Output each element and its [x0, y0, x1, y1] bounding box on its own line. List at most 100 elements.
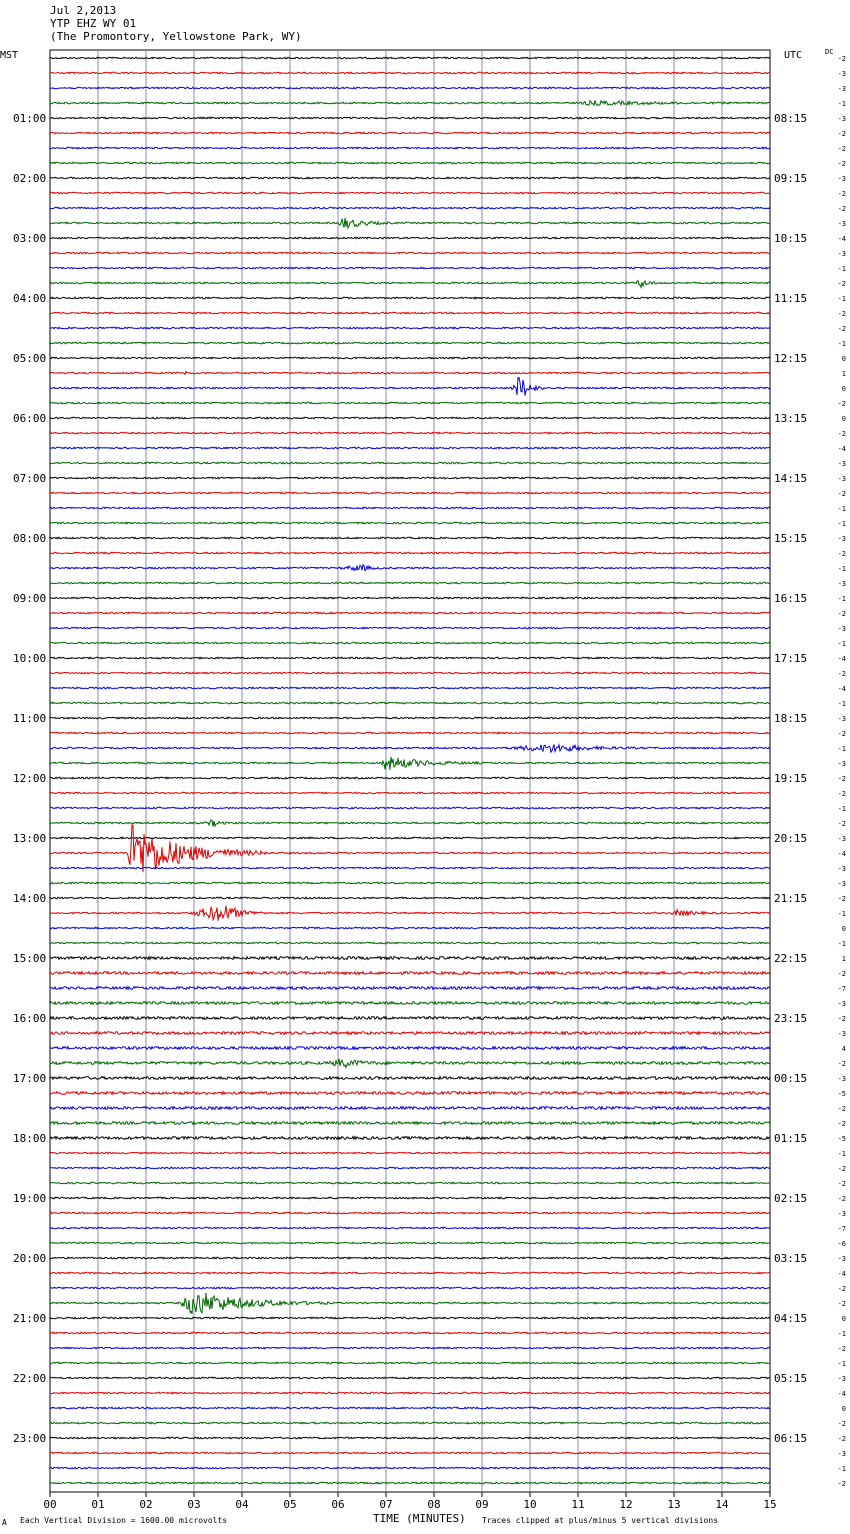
- dc-offset-label: -3: [838, 535, 846, 543]
- x-tick-label: 05: [283, 1498, 296, 1511]
- trace-line: [49, 756, 771, 770]
- header-location: (The Promontory, Yellowstone Park, WY): [50, 30, 302, 43]
- trace-line: [49, 941, 771, 945]
- dc-offset-label: -4: [838, 850, 846, 858]
- dc-offset-label: -3: [838, 835, 846, 843]
- left-hour-label: 16:00: [13, 1012, 46, 1025]
- left-hour-label: 19:00: [13, 1192, 46, 1205]
- trace-line: [49, 251, 771, 255]
- plot-frame: [49, 49, 771, 1493]
- dc-offset-label: 0: [842, 1315, 846, 1323]
- x-tick-label: 09: [475, 1498, 488, 1511]
- right-timezone-label: UTC: [784, 50, 803, 61]
- dc-offset-label: -2: [838, 280, 846, 288]
- trace-line: [49, 376, 771, 396]
- right-hour-label: 20:15: [774, 832, 807, 845]
- right-hour-label: 13:15: [774, 412, 807, 425]
- dc-offset-label: -1: [838, 595, 846, 603]
- trace-line: [49, 506, 771, 510]
- right-hour-label: 17:15: [774, 652, 807, 665]
- trace-line: [49, 217, 771, 230]
- dc-offset-label: -3: [838, 115, 846, 123]
- dc-offset-label: 1: [842, 370, 846, 378]
- dc-offset-label: -2: [838, 430, 846, 438]
- trace-line: [49, 686, 771, 690]
- trace-line: [49, 236, 771, 240]
- trace-line: [49, 1090, 771, 1096]
- right-hour-label: 04:15: [774, 1312, 807, 1325]
- right-hour-label: 11:15: [774, 292, 807, 305]
- left-hour-label: 13:00: [13, 832, 46, 845]
- dc-offset-label: -1: [838, 805, 846, 813]
- dc-offset-label: -2: [838, 1060, 846, 1068]
- dc-offset-label: -5: [838, 1090, 846, 1098]
- trace-line: [49, 1256, 771, 1260]
- dc-offset-label: -2: [838, 610, 846, 618]
- trace-line: [49, 731, 771, 735]
- dc-offset-label: -3: [838, 580, 846, 588]
- dc-offset-label: -1: [838, 745, 846, 753]
- trace-line: [49, 1151, 771, 1155]
- right-hour-label: 09:15: [774, 172, 807, 185]
- dc-offset-label: -1: [838, 505, 846, 513]
- x-axis-label: TIME (MINUTES): [373, 1512, 466, 1525]
- right-hour-label: 21:15: [774, 892, 807, 905]
- trace-line: [49, 476, 771, 480]
- trace-line: [49, 926, 771, 930]
- left-hour-label: 09:00: [13, 592, 46, 605]
- left-hour-label: 05:00: [13, 352, 46, 365]
- trace-line: [49, 985, 770, 991]
- trace-line: [49, 461, 771, 465]
- trace-line: [49, 1015, 771, 1021]
- trace-line: [49, 1391, 771, 1395]
- dc-offset-label: 0: [842, 415, 846, 423]
- trace-line: [49, 1181, 771, 1185]
- right-hour-label: 03:15: [774, 1252, 807, 1265]
- right-hour-label: 15:15: [774, 532, 807, 545]
- trace-line: [49, 1196, 771, 1200]
- x-tick-label: 15: [763, 1498, 776, 1511]
- trace-line: [49, 563, 771, 572]
- trace-line: [49, 176, 771, 180]
- dc-offset-label: -1: [838, 340, 846, 348]
- dc-offset-label: -3: [838, 1030, 846, 1038]
- dc-offset-label: -2: [838, 1165, 846, 1173]
- dc-offset-label: -2: [838, 730, 846, 738]
- dc-offset-label: -2: [838, 1120, 846, 1128]
- trace-line: [49, 791, 771, 795]
- trace-line: [49, 1331, 770, 1335]
- dc-offset-label: -3: [838, 865, 846, 873]
- right-hour-label: 22:15: [774, 952, 807, 965]
- right-hour-label: 00:15: [774, 1072, 807, 1085]
- trace-line: [49, 86, 771, 90]
- left-hour-label: 18:00: [13, 1132, 46, 1145]
- header-station: YTP EHZ WY 01: [50, 17, 137, 30]
- left-hour-label: 10:00: [13, 652, 46, 665]
- dc-offset-label: -2: [838, 1195, 846, 1203]
- right-hour-label: 08:15: [774, 112, 807, 125]
- dc-offset-label: -4: [838, 1390, 846, 1398]
- trace-line: [49, 1361, 771, 1365]
- dc-offset-label: -4: [838, 445, 846, 453]
- dc-offset-label: -1: [838, 265, 846, 273]
- trace-line: [49, 671, 771, 675]
- trace-line: [49, 1271, 770, 1275]
- right-hour-label: 23:15: [774, 1012, 807, 1025]
- x-tick-label: 01: [91, 1498, 104, 1511]
- trace-line: [49, 1105, 771, 1111]
- left-hour-label: 23:00: [13, 1432, 46, 1445]
- left-hour-label: 15:00: [13, 952, 46, 965]
- trace-line: [49, 99, 771, 107]
- right-hour-label: 16:15: [774, 592, 807, 605]
- dc-offset-label: -7: [838, 1225, 846, 1233]
- header: Jul 2,2013 YTP EHZ WY 01 (The Promontory…: [50, 4, 302, 43]
- dc-offset-label: -3: [838, 1075, 846, 1083]
- dc-offset-label: -2: [838, 775, 846, 783]
- x-tick-label: 08: [427, 1498, 440, 1511]
- left-hour-label: 22:00: [13, 1372, 46, 1385]
- right-hour-label: 01:15: [774, 1132, 807, 1145]
- x-tick-label: 07: [379, 1498, 392, 1511]
- dc-offset-label: 0: [842, 1405, 846, 1413]
- trace-line: [49, 161, 771, 165]
